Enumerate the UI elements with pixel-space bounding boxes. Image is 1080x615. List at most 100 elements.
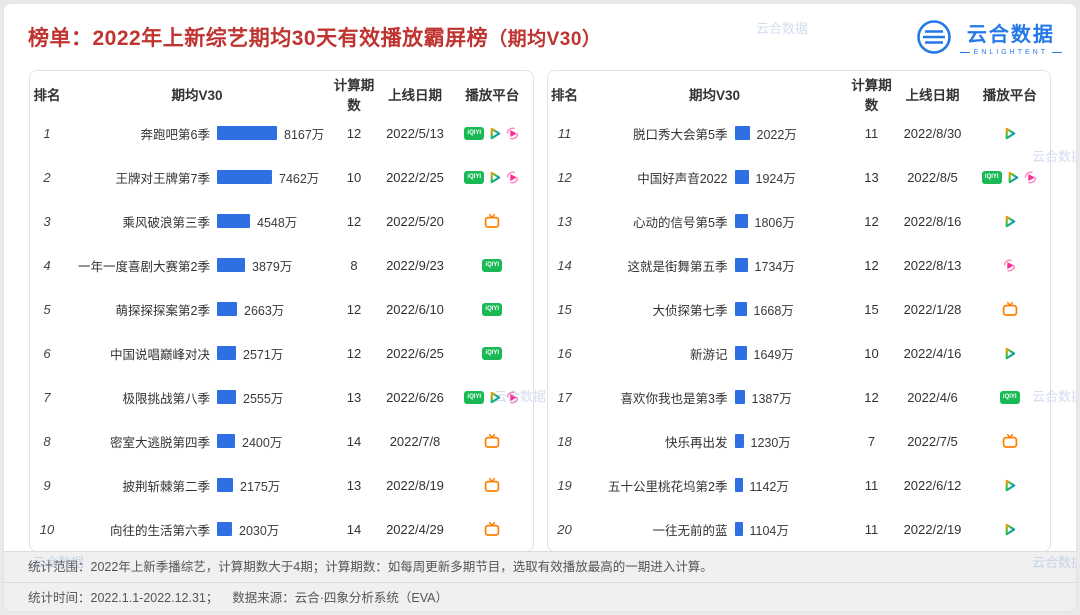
v30-value: 1387万 bbox=[751, 391, 792, 406]
table-row: 6 中国说唱巅峰对决 2571万 12 2022/6/25 iQIYI bbox=[30, 331, 533, 375]
col-header-platforms: 播放平台 bbox=[982, 88, 1037, 103]
rank-cell: 19 bbox=[557, 477, 572, 493]
v30-bar bbox=[217, 126, 277, 140]
show-name: 新游记 bbox=[689, 347, 728, 362]
periods-cell: 13 bbox=[346, 477, 362, 493]
col-header-periods: 计算期数 bbox=[333, 78, 375, 113]
v30-bar-cell: 2175万 bbox=[210, 476, 330, 495]
v30-value: 1734万 bbox=[754, 259, 795, 274]
v30-bar bbox=[217, 522, 232, 536]
table-row: 18 快乐再出发 1230万 7 2022/7/5 bbox=[548, 419, 1051, 463]
periods-cell: 8 bbox=[350, 257, 358, 273]
iqiyi-icon: iQIYI bbox=[482, 258, 503, 272]
rank-cell: 12 bbox=[557, 169, 572, 185]
v30-value: 1649万 bbox=[753, 347, 794, 362]
logo-en-name: ENLIGHTENT bbox=[960, 49, 1062, 56]
v30-bar-cell: 1734万 bbox=[728, 256, 848, 275]
date-cell: 2022/6/12 bbox=[903, 477, 962, 493]
table-row: 2 王牌对王牌第7季 7462万 10 2022/2/25 iQIYI bbox=[30, 155, 533, 199]
v30-bar bbox=[217, 170, 272, 184]
iqiyi-icon: iQIYI bbox=[464, 390, 485, 404]
platforms-cell: iQIYI bbox=[970, 390, 1051, 404]
rank-cell: 18 bbox=[557, 433, 572, 449]
report-card: 榜单：2022年上新综艺期均30天有效播放霸屏榜（期均V30） 云合数据 ENL… bbox=[3, 3, 1077, 612]
v30-bar bbox=[734, 170, 749, 184]
v30-bar-cell: 1649万 bbox=[728, 344, 848, 363]
table-row: 5 萌探探探案第2季 2663万 12 2022/6/10 iQIYI bbox=[30, 287, 533, 331]
show-name: 王牌对王牌第7季 bbox=[115, 171, 210, 186]
show-name: 这就是街舞第五季 bbox=[627, 259, 728, 274]
show-name: 极限挑战第八季 bbox=[122, 391, 210, 406]
periods-cell: 11 bbox=[864, 125, 879, 141]
rank-cell: 16 bbox=[557, 345, 572, 361]
tencent-video-icon bbox=[490, 127, 501, 139]
show-name: 萌探探探案第2季 bbox=[115, 303, 210, 318]
rank-cell: 7 bbox=[43, 389, 51, 405]
tencent-video-icon bbox=[1005, 215, 1016, 227]
table-row: 12 中国好声音2022 1924万 13 2022/8/5 iQIYI bbox=[548, 155, 1051, 199]
v30-value: 2175万 bbox=[240, 479, 281, 494]
platforms-cell: iQIYI bbox=[970, 170, 1051, 185]
show-name: 喜欢你我也是第3季 bbox=[620, 391, 728, 406]
youku-icon bbox=[507, 127, 519, 139]
v30-bar bbox=[734, 390, 745, 404]
periods-cell: 12 bbox=[346, 125, 362, 141]
tencent-video-icon bbox=[1005, 523, 1016, 535]
mgtv-icon bbox=[484, 213, 500, 228]
show-name: 披荆斩棘第二季 bbox=[122, 479, 210, 494]
v30-bar-cell: 1387万 bbox=[728, 388, 848, 407]
show-name: 一往无前的蓝 bbox=[652, 523, 728, 538]
logo-cn-name: 云合数据 bbox=[966, 24, 1055, 46]
logo-en-label: ENLIGHTENT bbox=[973, 49, 1048, 56]
v30-value: 1104万 bbox=[749, 523, 789, 538]
v30-value: 4548万 bbox=[257, 215, 298, 230]
platforms-cell bbox=[970, 301, 1051, 317]
date-cell: 2022/1/28 bbox=[903, 301, 962, 317]
iqiyi-icon: iQIYI bbox=[482, 302, 503, 316]
v30-value: 2663万 bbox=[244, 303, 285, 318]
v30-bar bbox=[734, 214, 748, 228]
iqiyi-icon: iQIYI bbox=[482, 346, 503, 360]
mgtv-icon bbox=[1002, 433, 1018, 448]
periods-cell: 12 bbox=[864, 257, 879, 273]
v30-value: 2571万 bbox=[243, 347, 284, 362]
platforms-cell bbox=[970, 433, 1051, 449]
table-row: 4 一年一度喜剧大赛第2季 3879万 8 2022/9/23 iQIYI bbox=[30, 243, 533, 287]
platforms-cell bbox=[970, 522, 1051, 537]
table-row: 19 五十公里桃花坞第2季 1142万 11 2022/6/12 bbox=[548, 463, 1051, 507]
show-name: 向往的生活第六季 bbox=[109, 523, 210, 538]
rank-cell: 5 bbox=[43, 301, 51, 317]
v30-bar bbox=[734, 346, 747, 360]
date-cell: 2022/8/13 bbox=[903, 257, 962, 273]
v30-bar bbox=[734, 522, 743, 536]
platforms-cell bbox=[452, 213, 533, 229]
table-row: 16 新游记 1649万 10 2022/4/16 bbox=[548, 331, 1051, 375]
ranking-tables: 排名 期均V30 计算期数 上线日期 播放平台 1 奔跑吧第6季 8167万 12 20… bbox=[29, 70, 1051, 552]
show-name: 快乐再出发 bbox=[664, 435, 728, 450]
iqiyi-icon: iQIYI bbox=[999, 390, 1020, 404]
date-cell: 2022/2/25 bbox=[386, 169, 444, 185]
rank-cell: 1 bbox=[43, 125, 51, 141]
col-header-date: 上线日期 bbox=[905, 88, 960, 103]
date-cell: 2022/8/16 bbox=[903, 213, 962, 229]
col-header-platforms: 播放平台 bbox=[465, 88, 520, 103]
date-cell: 2022/9/23 bbox=[386, 257, 444, 273]
platforms-cell bbox=[452, 521, 533, 537]
date-cell: 2022/8/19 bbox=[386, 477, 444, 493]
table-row: 7 极限挑战第八季 2555万 13 2022/6/26 iQIYI bbox=[30, 375, 533, 419]
rank-cell: 6 bbox=[43, 345, 51, 361]
periods-cell: 12 bbox=[864, 389, 879, 405]
col-header-periods: 计算期数 bbox=[851, 78, 892, 113]
table-header-row: 排名 期均V30 计算期数 上线日期 播放平台 bbox=[548, 77, 1051, 113]
report-header: 榜单：2022年上新综艺期均30天有效播放霸屏榜（期均V30） 云合数据 ENL… bbox=[28, 14, 1062, 60]
rank-cell: 17 bbox=[557, 389, 572, 405]
date-cell: 2022/4/29 bbox=[386, 521, 444, 537]
youku-icon bbox=[1024, 171, 1036, 183]
col-header-rank: 排名 bbox=[551, 88, 578, 103]
periods-cell: 12 bbox=[864, 213, 879, 229]
v30-bar bbox=[734, 258, 748, 272]
show-name: 乘风破浪第三季 bbox=[122, 215, 210, 230]
show-name: 大侦探第七季 bbox=[652, 303, 728, 318]
periods-cell: 13 bbox=[864, 169, 879, 185]
